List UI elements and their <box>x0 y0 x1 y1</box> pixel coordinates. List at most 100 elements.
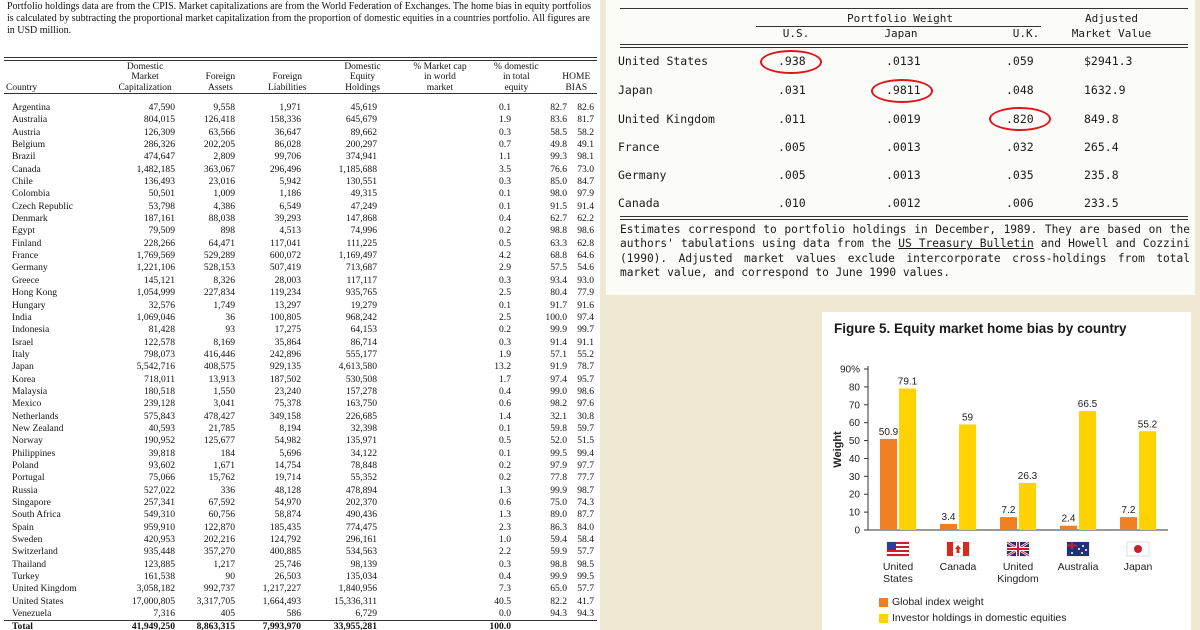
table-cell: 1,749 <box>213 299 235 311</box>
table-cell: 0.2 <box>499 225 511 237</box>
x-category-label: Japan <box>1124 561 1153 573</box>
table-cell: 242,896 <box>269 348 301 360</box>
table-spacer <box>380 497 432 509</box>
table-rule <box>620 47 1188 48</box>
table-cell: 158,336 <box>269 114 301 126</box>
row-uk-weight: .006 <box>1006 196 1034 210</box>
table-cell: 1,840,956 <box>338 583 377 595</box>
table-cell: 54.6 <box>577 262 594 274</box>
table-cell: 99,706 <box>274 151 301 163</box>
table-cell: 239,128 <box>143 398 175 410</box>
table-cell: 63.3 <box>550 237 567 249</box>
table-spacer <box>380 312 432 324</box>
table-row: Colombia 50,501 1,009 1,186 49,315 0.1 98.0 97.… <box>4 188 597 200</box>
table-cell: Denmark <box>12 213 48 225</box>
table-cell: 81.7 <box>577 114 594 126</box>
table-cell: 91.5 <box>550 200 567 212</box>
table-cell: 1.7 <box>499 373 511 385</box>
footnote-text-2: and Howell and Cozzini (1990). Adjusted … <box>620 237 1191 279</box>
x-category-label: Canada <box>940 561 977 573</box>
table-cell: 59.7 <box>577 422 594 434</box>
table-row: Australia 804,015 126,418 158,336 645,679 1.9… <box>4 114 597 126</box>
table-cell: 2.9 <box>499 262 511 274</box>
table-cell: 80.4 <box>550 287 567 299</box>
table-cell: Sweden <box>12 534 43 546</box>
table-spacer <box>380 262 432 274</box>
table-cell: 408,575 <box>203 361 235 373</box>
table-cell: 959,910 <box>143 521 175 533</box>
table-spacer <box>380 151 432 163</box>
legend-swatch-global <box>879 598 888 607</box>
table-cell: 8,169 <box>213 336 235 348</box>
table-cell: 0.3 <box>499 274 511 286</box>
table-cell: 14,754 <box>274 459 301 471</box>
bar-global <box>1060 525 1077 530</box>
table-cell: 8,194 <box>279 422 301 434</box>
table-spacer <box>380 201 432 213</box>
table-cell: 4,386 <box>213 200 235 212</box>
table-cell: 125,677 <box>203 435 235 447</box>
table-cell: 98.6 <box>577 385 594 397</box>
legend-label-domestic: Investor holdings in domestic equities <box>892 612 1067 624</box>
table-cell: South Africa <box>12 509 61 521</box>
table-spacer <box>380 102 432 114</box>
table-cell: Austria <box>12 126 41 138</box>
column-header: % Market cap in world market <box>402 62 478 94</box>
table-cell: Switzerland <box>12 546 58 558</box>
table-cell: New Zealand <box>12 422 64 434</box>
table-cell: Argentina <box>12 102 51 113</box>
table-rule <box>620 216 1188 217</box>
legend-label-global: Global index weight <box>892 596 984 608</box>
table-cell: 202,216 <box>203 534 235 546</box>
table-spacer <box>380 571 432 583</box>
us-flag-icon <box>886 541 910 557</box>
table-row: United States 17,000,805 3,317,705 1,664,49… <box>4 596 597 608</box>
table-cell: 52.0 <box>550 435 567 447</box>
table-cell: 97.7 <box>577 459 594 471</box>
bar-global <box>940 523 957 530</box>
table-cell: 0.1 <box>499 102 511 113</box>
table-cell: 296,161 <box>345 534 377 546</box>
table-spacer <box>380 596 432 608</box>
bar-value-label: 7.2 <box>1002 505 1016 516</box>
table-row: Norway 190,952 125,677 54,982 135,971 0.5 52.0… <box>4 435 597 447</box>
table-cell: 99.9 <box>550 324 567 336</box>
table-spacer <box>380 300 432 312</box>
bar-domestic <box>899 388 916 530</box>
table-cell: Japan <box>12 361 34 373</box>
y-tick-label: 30 <box>849 472 861 483</box>
table-cell: 123,885 <box>143 558 175 570</box>
table-cell: 97.4 <box>550 373 567 385</box>
bar-value-label: 55.2 <box>1138 419 1158 430</box>
row-us-weight: .005 <box>778 168 806 182</box>
table-spacer <box>380 608 432 621</box>
row-market-value: 1632.9 <box>1084 83 1126 97</box>
portfolio-weight-header: Portfolio Weight <box>847 12 953 25</box>
table-cell: 527,022 <box>143 484 175 496</box>
column-header: Foreign Assets <box>188 62 253 94</box>
table-cell: 1.0 <box>499 534 511 546</box>
table-cell: 36 <box>225 311 235 323</box>
table-cell: 84.0 <box>577 521 594 533</box>
table-spacer <box>380 509 432 521</box>
table-spacer <box>380 349 432 361</box>
bar-value-label: 26.3 <box>1018 471 1038 482</box>
table-row: Malaysia 180,518 1,550 23,240 157,278 0.4 99.0… <box>4 386 597 398</box>
table-cell: 111,225 <box>346 237 377 249</box>
table-row: Venezuela 7,316 405 586 6,729 0.0 94.3 94.3 <box>4 608 597 621</box>
x-category-label: Australia <box>1058 561 1099 573</box>
bar-domestic <box>1019 482 1036 530</box>
table-spacer <box>380 435 432 447</box>
uk-flag-icon <box>1006 540 1030 558</box>
table-cell: 935,448 <box>143 546 175 558</box>
bar-domestic <box>1139 431 1156 530</box>
table-cell: 1.3 <box>499 484 511 496</box>
table-spacer <box>380 423 432 435</box>
table-cell: 39,293 <box>274 213 301 225</box>
table-cell: 93.4 <box>550 274 567 286</box>
table-cell: 99.9 <box>550 484 567 496</box>
table-cell: 2.5 <box>499 311 511 323</box>
table-cell: Malaysia <box>12 385 48 397</box>
table-cell: India <box>12 311 32 323</box>
x-category-label: States <box>883 573 913 585</box>
